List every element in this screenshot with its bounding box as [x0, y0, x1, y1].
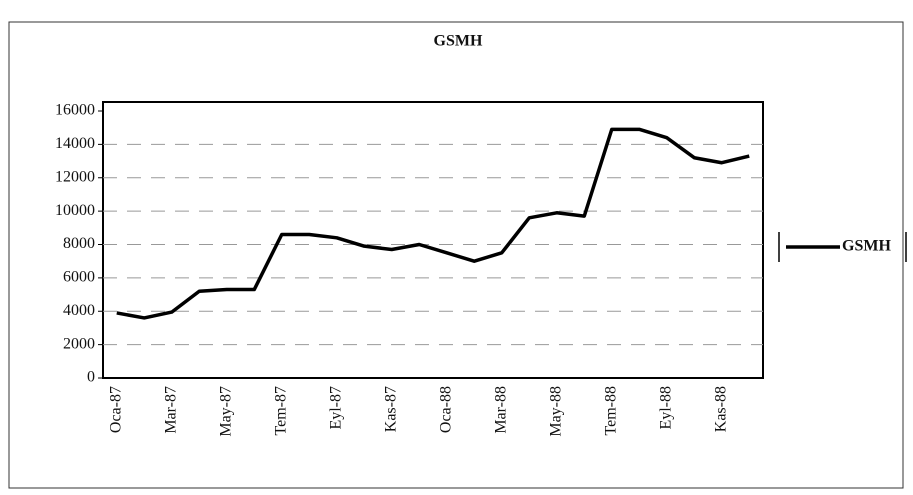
- x-tick-label: Eyl-88: [657, 386, 674, 430]
- x-tick-label: Oca-87: [107, 386, 124, 433]
- line-series: [116, 127, 750, 320]
- y-tick-label: 16000: [55, 102, 95, 119]
- x-tick-label: Mar-87: [162, 386, 179, 434]
- y-tick-label: 0: [87, 369, 95, 386]
- x-tick-label: Tem-88: [602, 386, 619, 436]
- x-tick-label: Oca-88: [437, 386, 454, 433]
- legend-label: GSMH: [842, 238, 891, 255]
- x-tick-label: May-88: [547, 386, 564, 437]
- y-tick-label: 4000: [63, 302, 95, 319]
- chart-title: GSMH: [434, 33, 483, 50]
- x-tick-label: Kas-87: [382, 386, 399, 432]
- y-tick-label: 10000: [55, 202, 95, 219]
- x-tick-label: Tem-87: [272, 386, 289, 436]
- y-tick-label: 6000: [63, 269, 95, 286]
- y-tick-label: 2000: [63, 335, 95, 352]
- x-tick-label: Kas-88: [712, 386, 729, 432]
- y-tick-label: 8000: [63, 235, 95, 252]
- y-tick-label: 12000: [55, 168, 95, 185]
- x-tick-label: Mar-88: [492, 386, 509, 434]
- x-tick-label: May-87: [217, 386, 234, 437]
- chart-border: [8, 21, 904, 489]
- x-tick-label: Eyl-87: [327, 386, 344, 430]
- y-tick-label: 14000: [55, 135, 95, 152]
- plot-frame: [102, 101, 764, 379]
